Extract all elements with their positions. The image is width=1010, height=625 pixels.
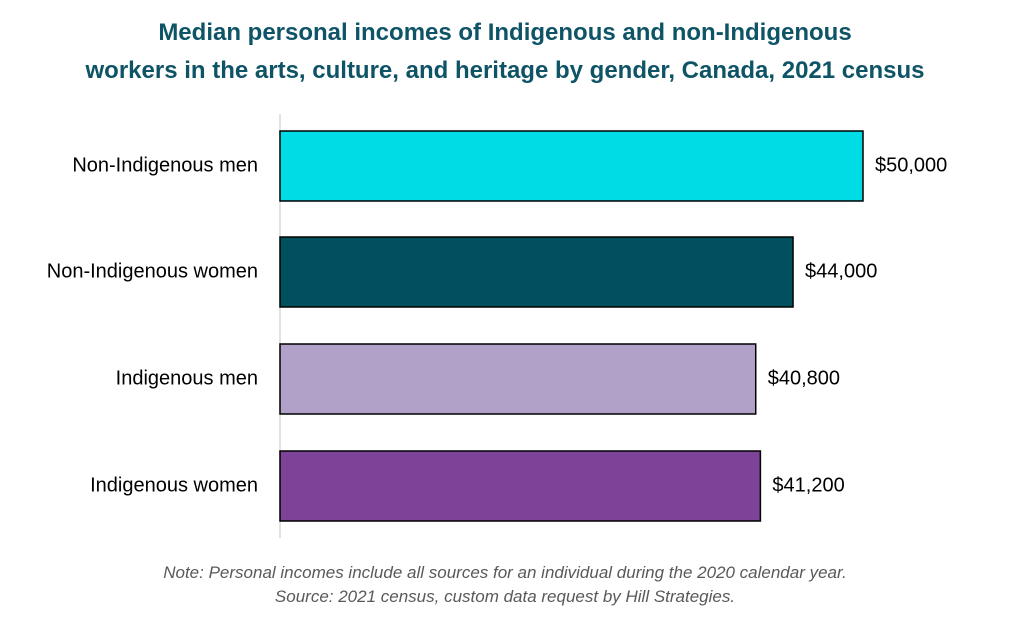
note-line: Note: Personal incomes include all sourc… <box>163 563 847 582</box>
bar <box>279 450 762 522</box>
source-line: Source: 2021 census, custom data request… <box>274 587 736 606</box>
chart-title-line-1: Median personal incomes of Indigenous an… <box>158 19 852 46</box>
category-label: Indigenous men <box>116 367 258 389</box>
data-label: $44,000 <box>805 260 877 282</box>
bar <box>279 130 864 202</box>
bar <box>279 236 794 308</box>
category-label: Non-Indigenous women <box>47 260 258 282</box>
chart-title-line-2: workers in the arts, culture, and herita… <box>85 57 925 84</box>
data-label: $50,000 <box>875 154 947 176</box>
chart-note: Note: Personal incomes include all sourc… <box>0 561 1010 609</box>
chart-title: Median personal incomes of Indigenous an… <box>0 14 1010 90</box>
category-label: Indigenous women <box>90 474 258 496</box>
category-label: Non-Indigenous men <box>72 154 258 176</box>
bar <box>279 343 757 415</box>
data-label: $40,800 <box>768 367 840 389</box>
data-label: $41,200 <box>772 474 844 496</box>
